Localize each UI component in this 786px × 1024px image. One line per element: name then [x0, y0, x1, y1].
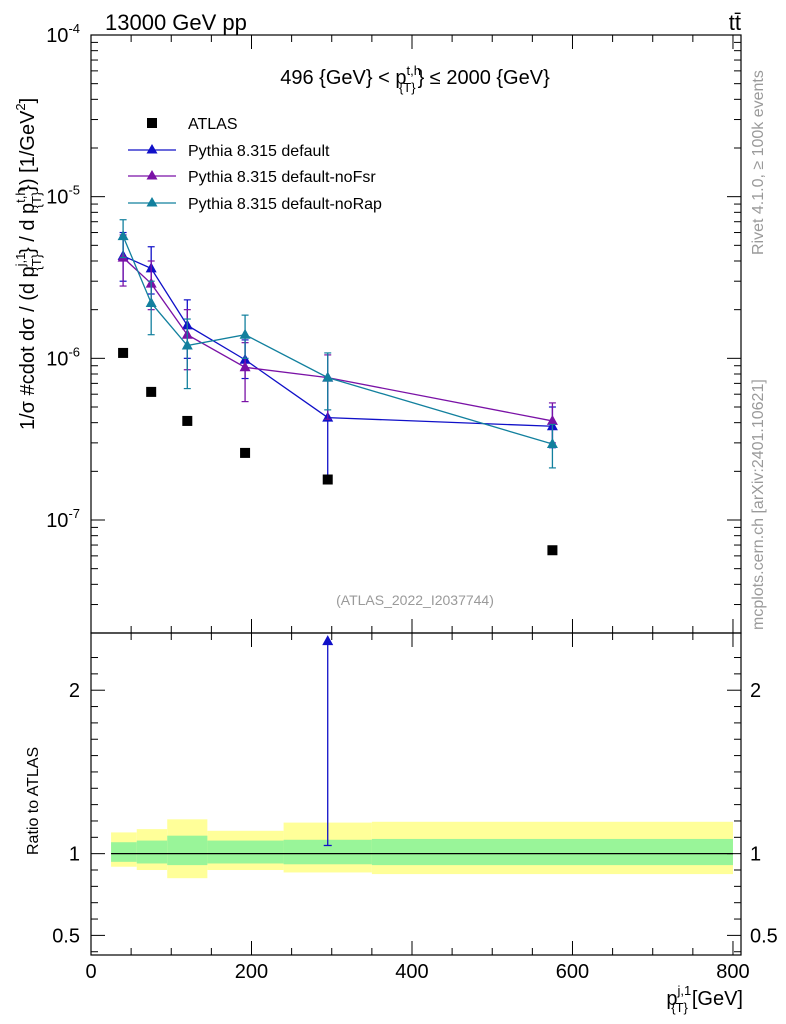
ratio-ytick-label-right-2: 2 — [750, 680, 761, 702]
ratio-point-marker-0 — [322, 635, 334, 646]
atlas-data-point-1 — [146, 386, 157, 397]
atlas-data-point-0 — [118, 347, 129, 358]
ratio-ytick-label-left-1: 1 — [69, 844, 80, 866]
x-tick-label-0: 0 — [85, 961, 96, 983]
rivet-side-label: Rivet 4.1.0, ≥ 100k events — [750, 70, 767, 255]
ratio-stat-band-1 — [136, 840, 168, 864]
ratio-ytick-label-left-2: 2 — [69, 680, 80, 702]
legend-default-marker — [146, 144, 158, 154]
legend-atlas-marker — [147, 118, 157, 128]
header-left-label: 13000 GeV pp — [105, 10, 247, 35]
ratio-stat-band-2 — [167, 835, 208, 866]
ratio-ylabel: Ratio to ATLAS — [25, 747, 42, 855]
x-axis-label: pj,1 {T} [GeV] — [666, 983, 743, 1015]
main-ytick-label-0: 10-7 — [46, 506, 80, 532]
legend-nofsr-label: Pythia 8.315 default-noFsr — [188, 169, 376, 186]
x-tick-label-400: 400 — [395, 961, 428, 983]
ratio-stat-band-3 — [207, 840, 284, 864]
x-tick-label-600: 600 — [556, 961, 589, 983]
series-2-marker-2 — [181, 339, 193, 350]
legend-entry-norap: Pythia 8.315 default-noRap — [128, 196, 382, 213]
series-line-1 — [122, 257, 553, 422]
main-ytick-label-2: 10-5 — [46, 183, 80, 209]
ratio-stat-band-5 — [371, 838, 733, 866]
ratio-ytick-label-right-0.5: 0.5 — [750, 925, 778, 947]
series-1-marker-5 — [546, 414, 558, 425]
x-tick-label-800: 800 — [716, 961, 749, 983]
legend-nofsr-marker — [146, 170, 158, 180]
ratio-stat-band-0 — [111, 842, 137, 862]
ratio-ytick-label-right-1: 1 — [750, 844, 761, 866]
legend-default-label: Pythia 8.315 default — [188, 143, 330, 160]
legend-norap-marker — [146, 197, 158, 207]
ratio-panel-frame — [90, 632, 742, 956]
series-2-marker-0 — [117, 230, 129, 241]
series-2-marker-4 — [322, 371, 334, 382]
mcplots-side-label: mcplots.cern.ch [arXiv:2401.10621] — [750, 379, 767, 630]
legend-norap-label: Pythia 8.315 default-noRap — [188, 196, 382, 213]
legend: ATLAS Pythia 8.315 default Pythia 8.315 … — [128, 116, 382, 213]
series-2-marker-1 — [145, 296, 157, 307]
legend-entry-atlas: ATLAS — [147, 116, 238, 133]
header-right-label: tt̄ — [729, 10, 741, 35]
ratio-ytick-label-left-0.5: 0.5 — [52, 925, 80, 947]
legend-entry-nofsr: Pythia 8.315 default-noFsr — [128, 169, 376, 186]
legend-atlas-label: ATLAS — [188, 116, 238, 133]
ratio-plot-layer — [111, 635, 733, 879]
atlas-data-point-4 — [322, 474, 333, 485]
main-ylabel: 1/σ #cdot dσ / (d pj,1{T}} / d pt,h{T}})… — [13, 98, 44, 430]
analysis-watermark: (ATLAS_2022_I2037744) — [336, 592, 494, 608]
chart-title: 496 {GeV} < pt,h {T}} ≤ 2000 {GeV} — [280, 63, 550, 95]
atlas-data-point-5 — [547, 545, 558, 556]
series-2-marker-3 — [239, 328, 251, 339]
legend-entry-default: Pythia 8.315 default — [128, 143, 330, 160]
series-1-marker-3 — [239, 361, 251, 372]
series-line-2 — [122, 235, 553, 445]
series-2-marker-5 — [546, 438, 558, 449]
x-tick-label-200: 200 — [235, 961, 268, 983]
atlas-data-point-3 — [240, 447, 251, 458]
main-ytick-label-3: 10-4 — [46, 21, 80, 47]
main-plot-layer — [117, 219, 558, 556]
atlas-data-point-2 — [182, 415, 193, 426]
series-line-0 — [122, 255, 553, 427]
main-ytick-label-1: 10-6 — [46, 344, 80, 370]
